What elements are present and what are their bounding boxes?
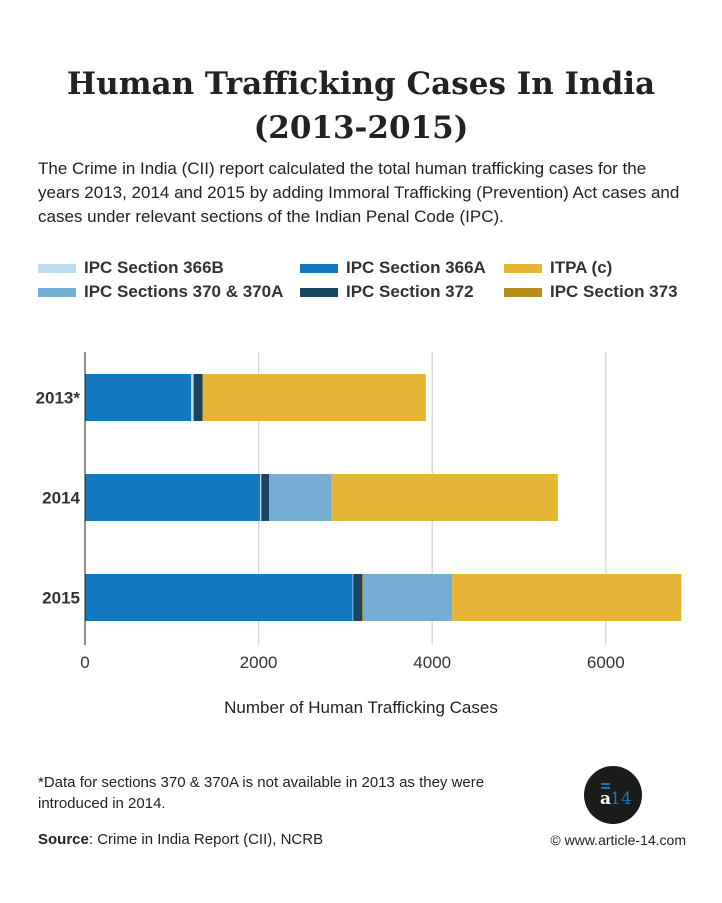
y-tick-label: 2014 <box>42 489 80 508</box>
bar-ipc-sections-370-370a-2014 <box>269 474 332 521</box>
article-14-logo: a 14 <box>584 766 642 824</box>
source-label: Source <box>38 831 89 848</box>
y-tick-label: 2015 <box>42 589 80 608</box>
legend-label: IPC Section 366A <box>346 258 486 277</box>
y-tick-label: 2013* <box>36 389 81 408</box>
legend-swatch <box>300 287 338 297</box>
title-line-2: (2013-2015) <box>253 110 469 146</box>
x-tick-label: 0 <box>80 653 89 672</box>
title-line-1: Human Trafficking Cases In India <box>66 66 656 102</box>
bar-ipc-section-372-2014 <box>261 474 270 521</box>
x-axis-label: Number of Human Trafficking Cases <box>224 698 498 717</box>
site-credit: © www.article-14.com <box>550 832 686 848</box>
description: The Crime in India (CII) report calculat… <box>38 159 680 226</box>
bar-itpa-c-2013 <box>202 374 426 421</box>
legend-swatch <box>504 287 542 297</box>
svg-text:14: 14 <box>610 789 632 809</box>
legend-label: IPC Section 366B <box>84 258 224 277</box>
page-title: Human Trafficking Cases In India (2013-2… <box>0 62 722 150</box>
legend-label: IPC Section 373 <box>550 282 678 301</box>
legend-item-ipc-section-366a: IPC Section 366A <box>300 258 504 278</box>
legend-label: IPC Section 372 <box>346 282 474 301</box>
bar-ipc-section-366b-2014 <box>260 474 262 521</box>
legend-swatch <box>38 287 76 297</box>
legend-swatch <box>504 263 542 273</box>
legend-label: IPC Sections 370 & 370A <box>84 282 284 301</box>
footnote: *Data for sections 370 & 370A is not ava… <box>38 774 485 812</box>
bar-ipc-section-366b-2013 <box>191 374 194 421</box>
bar-ipc-section-366a-2013 <box>85 374 192 421</box>
bar-ipc-section-366b-2015 <box>352 574 354 621</box>
bar-ipc-section-373-2015 <box>362 574 364 621</box>
legend-item-ipc-section-366b: IPC Section 366B <box>38 258 300 278</box>
bar-ipc-sections-370-370a-2015 <box>363 574 453 621</box>
bar-itpa-c-2014 <box>331 474 558 521</box>
bar-chart: 0 2000 4000 6000 2013* 2014 2015 <box>36 352 682 672</box>
bar-ipc-section-372-2013 <box>193 374 203 421</box>
svg-text:a: a <box>600 789 611 809</box>
x-tick-label: 6000 <box>587 653 625 672</box>
legend-swatch <box>300 263 338 273</box>
logo-mark-icon: a 14 <box>600 783 632 809</box>
bar-ipc-section-372-2015 <box>353 574 363 621</box>
legend-item-ipc-section-373: IPC Section 373 <box>504 282 694 302</box>
source: Source: Crime in India Report (CII), NCR… <box>38 831 323 848</box>
legend-item-itpa-c: ITPA (c) <box>504 258 694 278</box>
chart-legend: IPC Section 366B IPC Section 366A ITPA (c)… <box>38 258 698 302</box>
source-text: : Crime in India Report (CII), NCRB <box>88 831 324 848</box>
legend-item-ipc-section-372: IPC Section 372 <box>300 282 504 302</box>
legend-item-ipc-sections-370-370a: IPC Sections 370 & 370A <box>38 282 300 302</box>
bar-ipc-section-366a-2014 <box>85 474 261 521</box>
bar-ipc-section-373-2014 <box>269 474 270 521</box>
legend-label: ITPA (c) <box>550 258 613 277</box>
x-tick-label: 4000 <box>413 653 451 672</box>
legend-swatch <box>38 263 76 273</box>
bar-itpa-c-2015 <box>452 574 682 621</box>
x-tick-label: 2000 <box>240 653 278 672</box>
bar-ipc-section-366a-2015 <box>85 574 353 621</box>
